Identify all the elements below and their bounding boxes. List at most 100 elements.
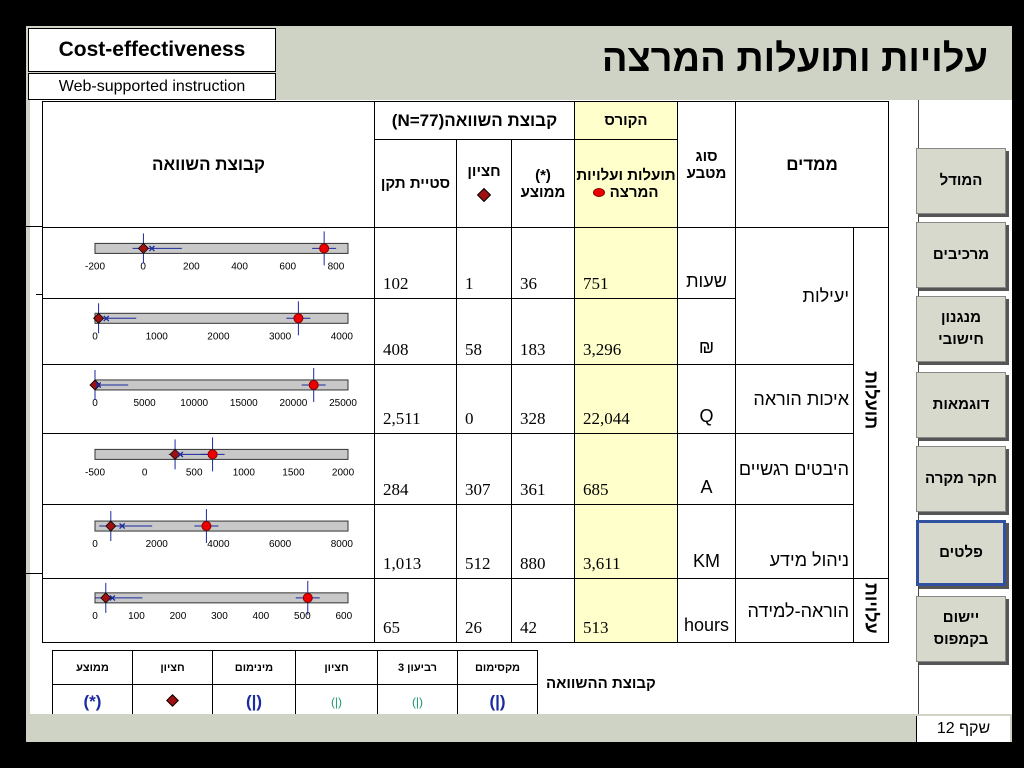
legend-table: ממוצע חציון מינימום חציון רביעון 3 מקסימ… — [52, 650, 538, 719]
legend-header: מקסימום — [457, 650, 538, 685]
legend-mean-symbol: (*) — [52, 684, 133, 719]
course-marker — [308, 379, 319, 390]
tick-label: 2000 — [207, 331, 230, 342]
boxplot-chart: 0 1000 2000 3000 4000 × — [92, 301, 354, 342]
boxplot-chart: -500 0 500 1000 1500 2000 × — [85, 437, 355, 478]
chart-cell: 0 2000 4000 6000 8000 × — [42, 504, 375, 579]
course-marker — [293, 313, 304, 324]
cell-sd: 284 — [374, 433, 457, 505]
mean-marker: × — [109, 591, 116, 605]
cell-median: 26 — [456, 578, 512, 643]
median-marker — [89, 379, 101, 391]
tick-label: 500 — [294, 611, 311, 622]
tick-label: 0 — [92, 331, 98, 342]
subtopic-box: Web-supported instruction — [28, 73, 276, 100]
legend-header: חציון — [295, 650, 378, 685]
course-marker — [201, 521, 212, 532]
tick-label: 600 — [336, 611, 353, 622]
tick-label: 0 — [92, 539, 98, 550]
tick-label: 5000 — [133, 398, 156, 409]
course-marker — [302, 592, 313, 603]
divider — [36, 294, 42, 295]
nav-model[interactable]: המודל — [916, 148, 1006, 214]
boxplot-chart: 0 2000 4000 6000 8000 × — [92, 509, 353, 550]
median-marker — [105, 520, 117, 532]
cell-mean: 183 — [511, 298, 575, 365]
tick-label: 4000 — [331, 331, 354, 342]
chart-cell: -500 0 500 1000 1500 2000 × — [42, 433, 375, 505]
cell-mean: 42 — [511, 578, 575, 643]
cell-course: 751 — [574, 227, 678, 299]
cell-sd: 65 — [374, 578, 457, 643]
cell-median: 58 — [456, 298, 512, 365]
circle-icon — [593, 187, 606, 197]
cell-course: 3,611 — [574, 504, 678, 579]
chart-cell: 0 5000 10000 15000 20000 25000 × — [42, 364, 375, 434]
cell-course: 513 — [574, 578, 678, 643]
divider — [26, 573, 42, 574]
cell-measure: היבטים רגשיים — [735, 433, 854, 505]
tick-label: 200 — [170, 611, 187, 622]
cell-mean: 880 — [511, 504, 575, 579]
cell-sd: 102 — [374, 227, 457, 299]
header-sd: סטיית תקן — [374, 139, 457, 228]
tick-label: 800 — [328, 261, 345, 272]
legend-median2-symbol: (|) — [295, 684, 378, 719]
nav-mechanism[interactable]: מנגנון חישובי — [916, 296, 1006, 362]
tick-label: 1000 — [233, 467, 256, 478]
tick-label: 400 — [253, 611, 270, 622]
header-median-label: חציון — [467, 163, 501, 180]
tick-label: -200 — [85, 261, 105, 272]
cell-median: 1 — [456, 227, 512, 299]
chart-cell: 0 100 200 300 400 500 600 × — [42, 578, 375, 643]
tick-label: 0 — [92, 611, 98, 622]
median-marker — [100, 592, 112, 604]
tick-label: 6000 — [269, 539, 292, 550]
nav-outputs[interactable]: פלטים — [916, 520, 1006, 586]
legend-header: רביעון 3 — [377, 650, 458, 685]
boxplot-chart: 0 100 200 300 400 500 600 × — [92, 580, 353, 622]
tick-label: 2000 — [332, 467, 355, 478]
mean-marker: × — [119, 519, 126, 533]
tick-label: 0 — [142, 467, 148, 478]
header-group: קבוצת השוואה(N=77) — [374, 101, 575, 140]
cell-median: 512 — [456, 504, 512, 579]
footer-bar — [26, 714, 1012, 742]
chart-cell: 0 1000 2000 3000 4000 × — [42, 298, 375, 365]
cell-unit: hours — [677, 578, 736, 643]
boxplot-chart: 0 5000 10000 15000 20000 25000 × — [89, 367, 357, 409]
tick-label: 0 — [92, 398, 98, 409]
cell-measure: הוראה-למידה — [735, 578, 854, 643]
diamond-icon — [476, 187, 492, 203]
nav-case-study[interactable]: חקר מקרה — [916, 446, 1006, 512]
nav-components[interactable]: מרכיבים — [916, 222, 1006, 288]
cell-course: 3,296 — [574, 298, 678, 365]
slide-title: עלויות ותועלות המרצה — [601, 38, 988, 80]
slide-number: שקף 12 — [916, 716, 1010, 742]
cell-sd: 1,013 — [374, 504, 457, 579]
median-marker — [137, 242, 149, 254]
tick-label: 10000 — [180, 398, 208, 409]
cell-measure: איכות הוראה — [735, 364, 854, 434]
mean-marker: × — [103, 311, 110, 325]
boxplot-chart: -200 0 200 400 600 800 × — [85, 231, 349, 272]
cell-unit: A — [677, 433, 736, 505]
nav-campus[interactable]: יישום בקמפוס — [916, 596, 1006, 662]
median-marker — [169, 448, 181, 460]
group-costs: עלויות — [853, 578, 889, 643]
mean-marker: × — [95, 378, 102, 392]
header-mean: (*) ממוצע — [511, 139, 575, 228]
legend-label: קבוצת ההשוואה — [546, 675, 656, 692]
nav-examples[interactable]: דוגמאות — [916, 372, 1006, 438]
group-benefits-label: תועלות — [861, 371, 882, 430]
tick-label: 1000 — [146, 331, 169, 342]
tick-label: 15000 — [230, 398, 258, 409]
tick-label: -500 — [85, 467, 105, 478]
tick-label: 500 — [186, 467, 203, 478]
tick-label: 4000 — [207, 539, 230, 550]
tick-label: 25000 — [329, 398, 357, 409]
header-course-sub: תועלות ועלויות המרצה — [574, 139, 678, 228]
tick-label: 3000 — [269, 331, 292, 342]
topic-box: Cost-effectiveness — [28, 28, 276, 72]
tick-label: 100 — [128, 611, 145, 622]
